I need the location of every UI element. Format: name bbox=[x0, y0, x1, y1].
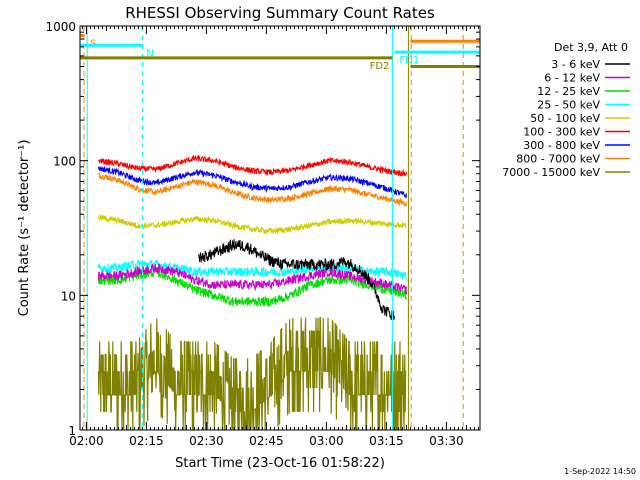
x-tick-label-4: 02:45 bbox=[249, 434, 284, 448]
legend-entry-8: 800 - 7000 keV bbox=[516, 153, 600, 166]
flag-label-3: FD2 bbox=[370, 61, 390, 72]
y-axis-label: Count Rate (s⁻¹ detector⁻¹) bbox=[17, 140, 32, 317]
x-tick-label-1: 02:00 bbox=[69, 434, 104, 448]
x-tick-label-3: 02:30 bbox=[189, 434, 224, 448]
plot-frame bbox=[79, 25, 481, 431]
legend-entry-2: 6 - 12 keV bbox=[544, 72, 600, 85]
series-line-8 bbox=[98, 171, 407, 207]
series-line-7 bbox=[97, 165, 407, 199]
x-tick-label-5: 03:00 bbox=[309, 434, 344, 448]
footer-date: 1-Sep-2022 14:50 bbox=[564, 467, 636, 476]
x-axis-label: Start Time (23-Oct-16 01:58:22) bbox=[175, 456, 385, 471]
y-tick-label-4: 1000 bbox=[45, 20, 76, 34]
series-line-6 bbox=[98, 154, 407, 177]
plot-area: SNFD2FD1 bbox=[79, 26, 480, 431]
legend-entry-9: 7000 - 15000 keV bbox=[502, 166, 600, 179]
y-tick-label-2: 10 bbox=[61, 289, 76, 303]
legend-title: Det 3,9, Att 0 bbox=[554, 41, 628, 54]
series-line-5 bbox=[97, 214, 407, 235]
legend-entry-6: 100 - 300 keV bbox=[523, 126, 600, 139]
y-tick-label-1: 1 bbox=[68, 424, 76, 438]
x-tick-label-7: 03:30 bbox=[429, 434, 464, 448]
legend-entry-4: 25 - 50 keV bbox=[537, 99, 600, 112]
legend-entry-5: 50 - 100 keV bbox=[530, 112, 600, 125]
flag-label-4: FD1 bbox=[399, 55, 419, 66]
series-line-9 bbox=[97, 317, 407, 431]
x-tick-label-6: 03:15 bbox=[369, 434, 404, 448]
legend-entry-3: 12 - 25 keV bbox=[537, 85, 600, 98]
axes: 1 10 100 1000 02:00 02:15 02:30 02:45 03:00 03:15… bbox=[45, 20, 481, 448]
y-tick-label-3: 100 bbox=[53, 155, 76, 169]
chart-title: RHESSI Observing Summary Count Rates bbox=[125, 4, 435, 22]
legend-entry-7: 300 - 800 keV bbox=[523, 139, 600, 152]
series-line-2 bbox=[97, 263, 407, 295]
flag-label-2: N bbox=[146, 48, 153, 59]
legend-entry-1: 3 - 6 keV bbox=[551, 58, 600, 71]
series-line-1 bbox=[197, 239, 395, 321]
x-tick-label-2: 02:15 bbox=[129, 434, 164, 448]
